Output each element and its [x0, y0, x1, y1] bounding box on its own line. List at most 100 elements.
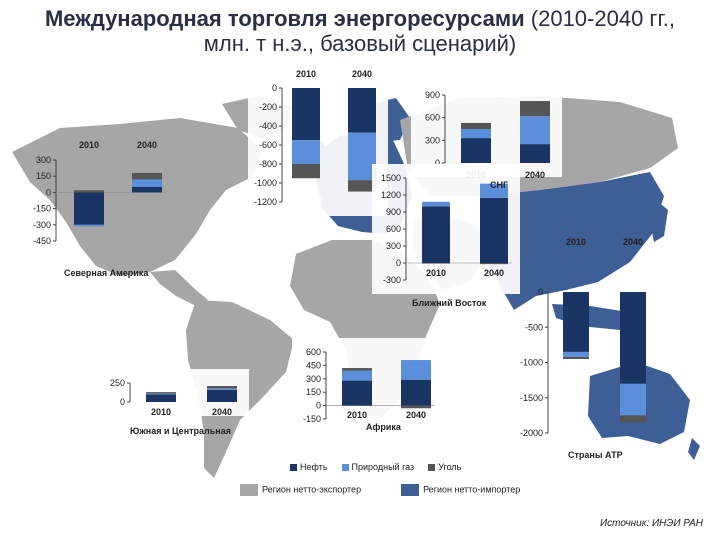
category-label-1-1: 2040 [352, 69, 372, 79]
legend-oil-label: Нефть [300, 462, 328, 472]
exporter-swatch [240, 484, 258, 496]
chart-title-middle-east: Ближний Восток [412, 298, 487, 308]
y-tick-label-4-0: 250 [110, 378, 125, 388]
y-tick-label-2-1: 600 [425, 113, 440, 123]
bar-gas-снг-2010 [461, 129, 491, 139]
bar-oil-африка-2010 [342, 380, 372, 406]
source-note: Источник: ИНЭИ РАН [600, 518, 704, 529]
category-label-4-0: 2010 [151, 407, 171, 417]
bar-oil-европа-2040 [348, 88, 376, 133]
y-tick-label-3-0: 1500 [381, 173, 401, 183]
charts-layer: 300 1500 -150 -300 -450 2010 2040 0 -200 -400 -600… [33, 69, 646, 438]
bar-gas-южная-и-центральная-2040 [207, 388, 237, 390]
legend-item-exporter: Регион нетто-экспортер [240, 484, 361, 496]
importer-swatch [401, 484, 420, 496]
bar-oil-южная-и-центральная-2010 [146, 394, 176, 402]
bar-coal-северная-америка-2040 [132, 172, 162, 180]
chart-title-north-america: Северная Америка [64, 268, 149, 278]
category-label-4-1: 2040 [212, 407, 232, 417]
y-tick-label-0-3: -150 [33, 204, 51, 214]
y-tick-label-6-2: -1000 [520, 358, 543, 368]
bar-gas-ближний-восток-2040 [480, 183, 508, 198]
y-tick-label-6-4: -2000 [520, 428, 543, 438]
bar-oil-южная-и-центральная-2040 [207, 389, 237, 402]
y-tick-label-0-2: 0 [46, 187, 51, 197]
bar-oil-европа-2010 [292, 88, 320, 141]
bar-oil-северная-америка-2040 [132, 187, 162, 193]
legend-gas-label: Природный газ [351, 462, 415, 472]
y-tick-label-5-4: 0 [316, 401, 321, 411]
y-tick-label-2-3: 0 [435, 158, 440, 168]
legend-item-gas: Природный газ [341, 462, 415, 472]
y-tick-label-1-2: -400 [259, 121, 277, 131]
oil-swatch [290, 464, 297, 472]
y-tick-label-3-1: 1200 [381, 190, 401, 200]
legend-energy-row: Нефть Природный газ Уголь [290, 462, 520, 472]
bar-coal-европа-2010 [292, 164, 320, 179]
bar-coal-южная-и-центральная-2040 [207, 386, 237, 389]
category-label-0-1: 2040 [137, 140, 157, 150]
y-tick-label-1-0: 0 [272, 83, 277, 93]
chart-title-europe: Европа [290, 193, 323, 203]
bar-coal-ближний-восток-2010 [422, 263, 450, 264]
y-tick-label-1-1: -200 [259, 102, 277, 112]
y-tick-label-4-1: 0 [120, 397, 125, 407]
chart-panel-4: 250 0 2010 2040 [96, 369, 249, 417]
y-tick-label-3-3: 600 [386, 224, 401, 234]
legend: Нефть Природный газ Уголь Регион нетто-э… [240, 462, 520, 496]
legend-item-coal: Уголь [428, 462, 461, 472]
legend-coal-label: Уголь [438, 462, 462, 472]
chart-panel-1: 0 -200 -400 -600 -800 -1000 -1200 2010 2040 [248, 69, 388, 216]
y-tick-label-1-4: -800 [259, 159, 277, 169]
chart-title-africa: Африка [366, 422, 401, 432]
category-label-0-0: 2010 [79, 140, 99, 150]
bar-gas-страны-атр-2010 [563, 351, 589, 357]
chart-title-south-america: Южная и Центральная [130, 426, 231, 436]
y-tick-label-6-0: 0 [538, 287, 543, 297]
y-tick-label-2-2: 300 [425, 135, 440, 145]
title-rest: (2010-2040 гг., млн. т н.э., базовый сце… [203, 6, 676, 56]
y-tick-label-3-6: -300 [383, 275, 401, 285]
bar-oil-снг-2040 [520, 144, 550, 163]
y-tick-label-6-3: -1500 [520, 393, 543, 403]
bar-gas-северная-америка-2040 [132, 179, 162, 187]
category-label-6-0: 2010 [566, 237, 586, 247]
y-tick-label-5-0: 600 [306, 347, 321, 357]
category-label-2-1: 2040 [525, 170, 545, 180]
chart-panel-0: 300 150 0 -150 -300 -450 2010 2040 [33, 140, 166, 246]
bar-coal-южная-и-центральная-2010 [146, 392, 176, 394]
bar-gas-африка-2040 [401, 360, 431, 380]
bar-coal-страны-атр-2040 [620, 415, 646, 423]
bar-oil-страны-атр-2010 [563, 292, 589, 352]
bar-oil-ближний-восток-2010 [422, 206, 450, 263]
bar-oil-ближний-восток-2040 [480, 197, 508, 263]
bar-gas-страны-атр-2040 [620, 383, 646, 416]
region-north-america [12, 118, 262, 276]
y-tick-label-0-5: -450 [33, 236, 51, 246]
bar-gas-ближний-восток-2010 [422, 201, 450, 207]
bar-gas-европа-2010 [292, 140, 320, 164]
chart-panel-5: 600 450 300 150 0 -150 2010 2040 [292, 338, 443, 433]
bar-coal-страны-атр-2010 [563, 356, 589, 359]
category-label-3-0: 2010 [426, 268, 446, 278]
chart-panel-3: 1500 1200 900 600 300 0 -300 2010 2040 [372, 164, 520, 294]
region-asia [480, 172, 664, 310]
bar-gas-южная-и-центральная-2010 [146, 393, 176, 395]
gas-swatch [341, 464, 349, 472]
chart-title-apac: Страны АТР [568, 450, 623, 460]
y-tick-label-1-3: -600 [259, 140, 277, 150]
region-new-zealand [688, 438, 700, 460]
y-tick-label-0-0: 300 [36, 155, 51, 165]
bar-gas-европа-2040 [348, 132, 376, 181]
y-tick-label-5-5: -150 [303, 414, 321, 424]
y-tick-label-5-1: 450 [306, 360, 321, 370]
category-label-5-1: 2040 [406, 410, 426, 420]
category-label-6-1: 2040 [623, 237, 643, 247]
legend-item-oil: Нефть [290, 462, 328, 472]
page-title: Международная торговля энергоресурсами (… [20, 6, 700, 56]
legend-region-row: Регион нетто-экспортер Регион нетто-импо… [240, 484, 520, 496]
bar-coal-африка-2010 [342, 368, 372, 371]
y-tick-label-1-5: -1000 [254, 178, 277, 188]
region-central-america [150, 270, 208, 306]
bar-oil-страны-атр-2040 [620, 292, 646, 384]
